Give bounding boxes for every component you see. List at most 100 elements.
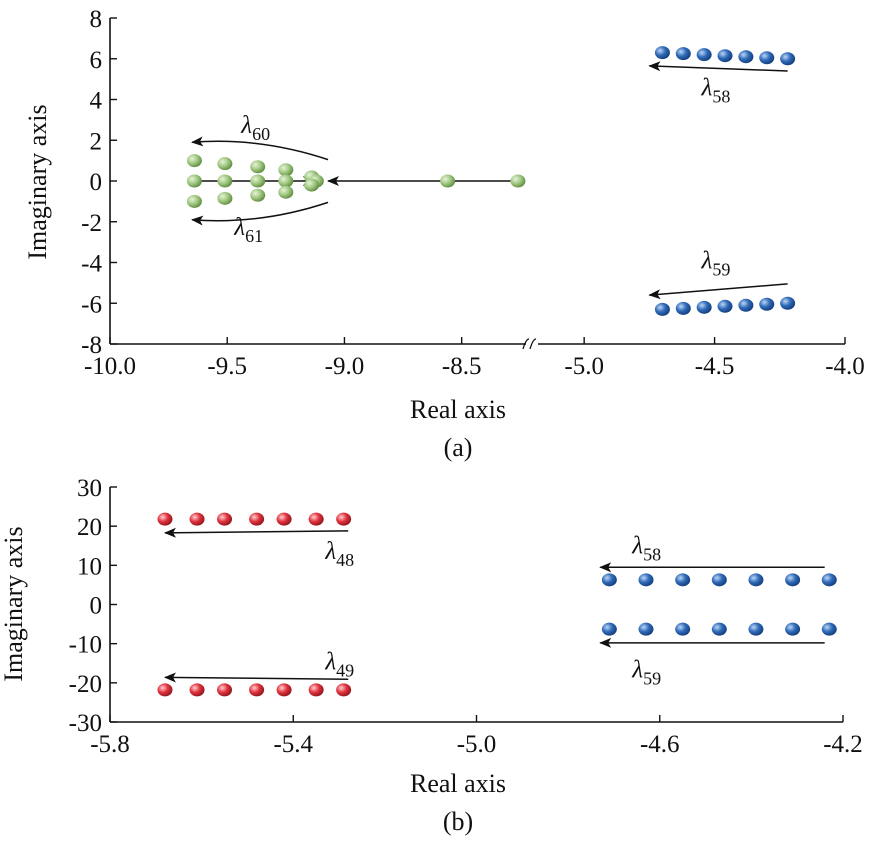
panel-b-eigen-label: λ58 <box>631 533 661 565</box>
panel-b-ticks: 30 20 10 0 -10 -20 -30-5.8 -5.4 -5.0 -4.6 -4.2 <box>69 475 863 758</box>
panel-a-point-blue <box>738 298 754 312</box>
panel-a-point-blue <box>738 50 754 64</box>
panel-a-x-tick-label: -9.0 <box>325 353 365 380</box>
panel-b-y-tick-label: 30 <box>77 475 102 502</box>
panel-a-point-blue <box>780 52 796 66</box>
panel-a-points <box>186 46 796 316</box>
panel-b-point-blue <box>601 573 617 587</box>
panel-a-x-tick-label: -5.0 <box>564 353 604 380</box>
panel-b-point-blue <box>748 573 764 587</box>
panel-b-y-tick-label: 10 <box>77 553 102 580</box>
panel-b-y-tick-label: -30 <box>69 710 102 737</box>
eigen-label-subscript: 59 <box>643 669 661 689</box>
panel-b-eigen-labels: λ48 λ49 λ58 λ59 <box>324 533 661 689</box>
eigen-label-subscript: 59 <box>712 260 730 280</box>
panel-a-x-tick-label: -10.0 <box>84 353 136 380</box>
panel-a-eigen-label: λ58 <box>701 74 731 106</box>
panel-a-point-blue <box>717 49 733 63</box>
panel-a-y-tick-label: 2 <box>90 128 103 155</box>
panel-b-point-red <box>217 512 233 526</box>
panel-a-x-tick-label: -4.5 <box>695 353 735 380</box>
panel-b-point-blue <box>785 573 801 587</box>
panel-a-point-blue <box>780 296 796 310</box>
panel-a-point-green <box>186 194 202 208</box>
panel-b-point-red <box>157 512 173 526</box>
panel-b-y-tick-label: -10 <box>69 632 102 659</box>
panel-a-arrow <box>648 61 788 72</box>
panel-a-point-green <box>217 191 233 205</box>
panel-a-axis-break-mark <box>522 338 537 350</box>
panel-b-arrow <box>163 672 349 683</box>
panel-b-point-blue <box>638 622 654 636</box>
panel-b-point-blue <box>821 622 837 636</box>
panel-a-y-tick-label: 0 <box>90 169 103 196</box>
panel-b-point-blue <box>675 622 691 636</box>
panel-b-x-tick-label: -5.8 <box>90 731 130 758</box>
panel-b-y-tick-label: -20 <box>69 671 102 698</box>
panel-b-x-tick-label: -4.6 <box>640 731 680 758</box>
panel-b-point-red <box>249 512 265 526</box>
panel-b-point-red <box>336 512 352 526</box>
panel-a-point-green <box>278 185 294 199</box>
panel-b-label: (b) <box>443 807 473 836</box>
panel-a-point-blue <box>759 51 775 65</box>
panel-a-point-blue <box>654 46 670 60</box>
panel-a-point-green <box>250 174 266 188</box>
panel-b-y-tick-label: 20 <box>77 514 102 541</box>
panel-a-point-green <box>186 154 202 168</box>
panel-a-point-blue <box>675 47 691 61</box>
panel-b-point-blue <box>675 573 691 587</box>
panel-a-point-green <box>278 163 294 177</box>
panel-a-arrow <box>191 201 329 226</box>
panel-b-x-tick-label: -5.4 <box>273 731 313 758</box>
panel-a-y-tick-label: -2 <box>81 210 102 237</box>
panel-b-point-blue <box>711 573 727 587</box>
panel-b-x-tick-label: -4.2 <box>823 731 863 758</box>
panel-a-point-green <box>250 188 266 202</box>
panel-b-arrow <box>163 527 349 538</box>
panel-a-y-tick-label: -8 <box>81 332 102 359</box>
panel-a-point-blue <box>654 302 670 316</box>
panel-b-point-red <box>276 683 292 697</box>
panel-a-arrow <box>648 283 788 300</box>
panel-b-x-axis-label: Real axis <box>410 769 506 798</box>
panel-a-label: (a) <box>444 433 473 462</box>
panel-a-point-green <box>278 174 294 188</box>
panel-b-eigen-label: λ49 <box>324 649 354 681</box>
panel-b-point-red <box>249 683 265 697</box>
panel-b-point-red <box>189 512 205 526</box>
panel-a-point-blue <box>696 48 712 62</box>
panel-a-point-green <box>217 157 233 171</box>
panel-a-point-blue <box>759 297 775 311</box>
panel-b-point-red <box>308 512 324 526</box>
eigen-label-subscript: 61 <box>245 226 263 246</box>
eigen-label-subscript: 58 <box>643 545 661 565</box>
panel-b-point-red <box>189 683 205 697</box>
panel-a-y-tick-label: 8 <box>90 6 103 33</box>
panel-a-point-blue <box>675 301 691 315</box>
panel-a-point-green <box>186 174 202 188</box>
panel-a-y-axis-label: Imaginary axis <box>23 104 52 259</box>
panel-b-point-red <box>308 683 324 697</box>
panel-b-y-axis-label: Imaginary axis <box>0 526 28 681</box>
panel-a-y-tick-label: -4 <box>81 251 102 278</box>
panel-b-point-blue <box>711 622 727 636</box>
panel-a-x-tick-label: -9.5 <box>207 353 247 380</box>
eigen-label-subscript: 58 <box>712 86 730 106</box>
panel-a-x-tick-label: -4.0 <box>825 353 865 380</box>
eigen-label-subscript: 48 <box>336 550 354 570</box>
panel-a-point-green <box>440 174 456 188</box>
panel-b-point-blue <box>785 622 801 636</box>
panel-b-point-blue <box>748 622 764 636</box>
panel-a-point-green <box>304 178 320 192</box>
panel-b-y-tick-label: 0 <box>90 593 103 620</box>
panel-b-eigen-label: λ48 <box>324 538 354 570</box>
panel-b-point-red <box>217 683 233 697</box>
panel-a-arrows <box>191 61 788 300</box>
panel-a-point-green <box>217 174 233 188</box>
panel-b-points <box>157 512 837 697</box>
panel-a-point-blue <box>696 300 712 314</box>
panel-a-eigen-label: λ59 <box>701 248 731 280</box>
